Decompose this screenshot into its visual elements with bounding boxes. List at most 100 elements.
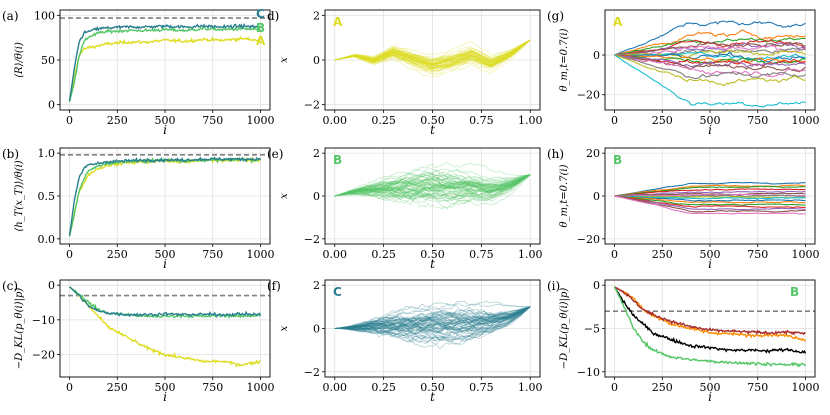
trajectory-line bbox=[334, 306, 531, 331]
trajectory-line bbox=[334, 303, 531, 329]
series-line-C bbox=[68, 22, 261, 102]
trajectory-line bbox=[334, 306, 531, 329]
parameter-line bbox=[614, 54, 806, 68]
trajectory-line bbox=[334, 306, 531, 341]
trajectory-line bbox=[334, 306, 531, 332]
parameter-line bbox=[614, 54, 806, 80]
x-tick-label: 750 bbox=[202, 114, 223, 127]
parameter-line bbox=[614, 41, 806, 56]
parameter-line bbox=[614, 54, 806, 108]
trajectory-line bbox=[334, 306, 531, 337]
x-axis-label: i bbox=[163, 390, 167, 404]
x-tick-label: 250 bbox=[107, 114, 128, 127]
series-marker-label: B bbox=[613, 153, 622, 167]
y-tick-label: 0 bbox=[593, 279, 600, 292]
x-tick-label: 0.50 bbox=[420, 381, 445, 394]
x-tick-label: 0 bbox=[66, 381, 73, 394]
series-label-A: A bbox=[256, 34, 266, 48]
trajectory-line bbox=[334, 306, 531, 336]
trajectory-line bbox=[334, 306, 531, 330]
y-tick-label: 0.5 bbox=[38, 190, 56, 203]
y-tick-label: −2 bbox=[304, 366, 320, 379]
series-line-0 bbox=[614, 286, 806, 342]
series-line-C bbox=[69, 286, 262, 319]
parameter-line bbox=[614, 195, 806, 204]
trajectory-line bbox=[334, 162, 531, 197]
x-tick-label: 0.00 bbox=[323, 248, 348, 261]
y-axis-label: −D_KL(p_θ(i)|p) bbox=[14, 288, 25, 370]
series-marker-label: A bbox=[613, 15, 623, 29]
trajectory-line bbox=[334, 39, 531, 72]
axes-frame bbox=[324, 9, 541, 111]
trajectory-line bbox=[334, 39, 531, 67]
series-line-C bbox=[68, 156, 262, 236]
y-axis-label: ⟨h_T(x_T)⟩/θ(i) bbox=[14, 160, 25, 232]
panel-h: 0 250 500 750 1000 −20 0 20 (h) Bi θ_m,t=0.7(i) bbox=[547, 147, 819, 271]
axes-frame bbox=[59, 147, 271, 245]
x-tick-label: 250 bbox=[652, 248, 673, 261]
x-tick-label: 1.00 bbox=[518, 381, 543, 394]
trajectory-line bbox=[334, 39, 531, 65]
y-tick-label: 100 bbox=[34, 9, 55, 22]
x-axis-label: i bbox=[708, 257, 712, 271]
trajectory-line bbox=[334, 174, 531, 197]
x-axis-label: i bbox=[163, 257, 167, 271]
x-axis-label: i bbox=[708, 123, 712, 137]
trajectory-line bbox=[334, 39, 531, 65]
parameter-line bbox=[614, 181, 806, 197]
x-tick-label: 500 bbox=[700, 248, 721, 261]
trajectory-line bbox=[334, 174, 531, 204]
trajectory-line bbox=[334, 306, 531, 337]
x-tick-label: 750 bbox=[202, 381, 223, 394]
parameter-line bbox=[614, 54, 806, 87]
trajectory-line bbox=[334, 39, 531, 66]
trajectory-line bbox=[334, 174, 531, 198]
trajectory-line bbox=[334, 173, 531, 197]
trajectory-line bbox=[334, 39, 531, 68]
trajectory-line bbox=[334, 306, 531, 337]
trajectory-line bbox=[334, 39, 531, 67]
trajectory-line bbox=[334, 306, 531, 346]
trajectory-line bbox=[334, 174, 531, 197]
trajectory-line bbox=[334, 174, 531, 197]
plot-area bbox=[334, 162, 531, 210]
parameter-line bbox=[614, 195, 806, 215]
trajectory-line bbox=[334, 306, 531, 329]
parameter-line bbox=[614, 195, 806, 209]
y-tick-label: −2 bbox=[304, 233, 320, 246]
trajectory-line bbox=[334, 39, 531, 78]
trajectory-line bbox=[334, 39, 531, 66]
trajectory-line bbox=[334, 174, 531, 200]
trajectory-line bbox=[334, 306, 531, 334]
trajectory-line bbox=[334, 39, 531, 62]
trajectory-line bbox=[334, 39, 531, 66]
parameter-line bbox=[614, 192, 806, 197]
trajectory-line bbox=[334, 174, 531, 197]
trajectory-line bbox=[334, 172, 531, 197]
x-tick-label: 0.75 bbox=[469, 248, 494, 261]
x-tick-label: 0 bbox=[611, 381, 618, 394]
panel-d: 0.00 0.25 0.50 0.75 1.00 −2 0 2 d) At x bbox=[267, 9, 542, 137]
trajectory-line bbox=[334, 39, 531, 62]
trajectory-line bbox=[334, 174, 531, 197]
series-label-B: B bbox=[256, 21, 265, 35]
trajectory-line bbox=[334, 39, 531, 67]
series-line-1 bbox=[614, 286, 806, 336]
axes-frame bbox=[604, 9, 816, 111]
series-line-A bbox=[68, 35, 261, 102]
x-tick-label: 250 bbox=[652, 381, 673, 394]
plot-area bbox=[60, 286, 270, 368]
x-tick-label: 0 bbox=[66, 114, 73, 127]
x-tick-label: 500 bbox=[700, 381, 721, 394]
trajectory-line bbox=[334, 306, 531, 329]
series-marker-label: B bbox=[333, 153, 342, 167]
trajectory-line bbox=[334, 39, 531, 67]
y-axis-label: x bbox=[279, 57, 290, 63]
trajectory-line bbox=[334, 168, 531, 197]
trajectory-line bbox=[334, 306, 531, 330]
trajectory-line bbox=[334, 306, 531, 342]
x-tick-label: 750 bbox=[747, 381, 768, 394]
trajectory-line bbox=[334, 306, 531, 342]
trajectory-line bbox=[334, 174, 531, 197]
